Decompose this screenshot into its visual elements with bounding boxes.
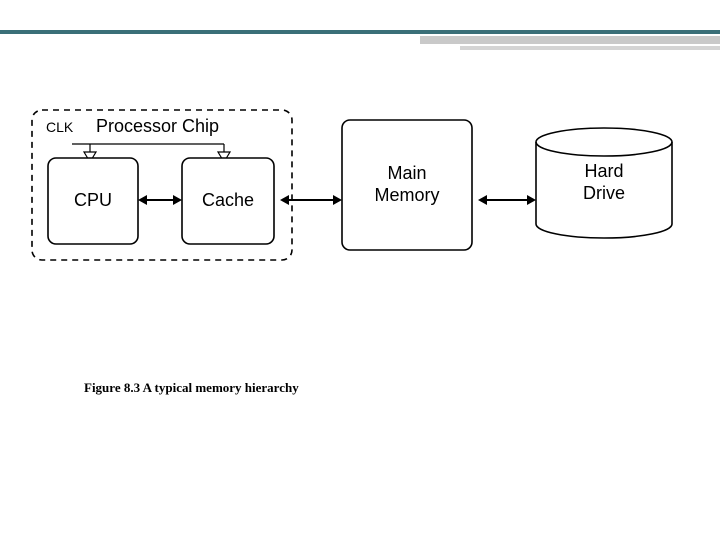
svg-text:Memory: Memory xyxy=(374,185,439,205)
memory-hierarchy-diagram: CLK Processor Chip CPU Cache MainMemory HardD… xyxy=(0,0,720,540)
figure-caption: Figure 8.3 A typical memory hierarchy xyxy=(84,380,299,396)
svg-text:Drive: Drive xyxy=(583,183,625,203)
svg-text:Hard: Hard xyxy=(584,161,623,181)
svg-text:Processor Chip: Processor Chip xyxy=(96,116,219,136)
svg-text:CLK: CLK xyxy=(46,119,74,135)
slide: CLK Processor Chip CPU Cache MainMemory HardD… xyxy=(0,0,720,540)
svg-text:CPU: CPU xyxy=(74,190,112,210)
svg-text:Main: Main xyxy=(387,163,426,183)
svg-text:Cache: Cache xyxy=(202,190,254,210)
